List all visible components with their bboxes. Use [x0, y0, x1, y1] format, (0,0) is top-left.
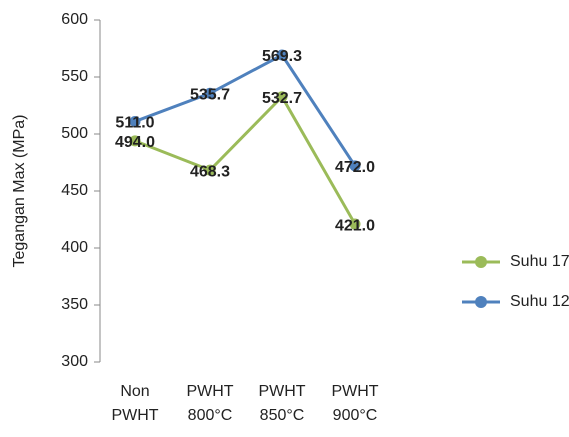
marker	[129, 115, 141, 127]
x-tick-label: PWHT 900°C	[331, 383, 379, 424]
y-axis-title: Tegangan Max (MPa)	[11, 115, 28, 268]
legend-label: Suhu 175 A	[510, 253, 569, 270]
series-line	[134, 53, 357, 167]
marker	[276, 91, 288, 103]
marker	[349, 160, 361, 172]
marker	[349, 218, 361, 230]
marker	[204, 164, 216, 176]
data-label: 535.7	[190, 87, 230, 104]
data-label: 468.3	[190, 163, 230, 180]
marker	[204, 87, 216, 99]
series-line	[134, 94, 357, 225]
x-tick-label: Non PWHT	[111, 383, 159, 424]
y-tick-label: 400	[61, 239, 88, 256]
data-label: 494.0	[115, 134, 155, 151]
y-tick-label: 600	[61, 11, 88, 28]
legend-marker	[475, 256, 487, 268]
y-tick-label: 350	[61, 296, 88, 313]
data-label: 472.0	[335, 159, 375, 176]
y-tick-label: 450	[61, 182, 88, 199]
y-tick-label: 500	[61, 125, 88, 142]
data-label: 421.0	[335, 217, 375, 234]
y-tick-label: 300	[61, 353, 88, 370]
marker	[129, 135, 141, 147]
marker	[276, 49, 288, 61]
data-label: 511.0	[115, 115, 154, 132]
data-label: 569.3	[262, 48, 302, 65]
legend-marker	[475, 296, 487, 308]
x-tick-label: PWHT 800°C	[186, 383, 234, 424]
data-label: 532.7	[262, 90, 302, 107]
y-tick-label: 550	[61, 68, 88, 85]
legend-label: Suhu 125 A	[510, 293, 569, 310]
x-tick-label: PWHT 850°C	[258, 383, 306, 424]
